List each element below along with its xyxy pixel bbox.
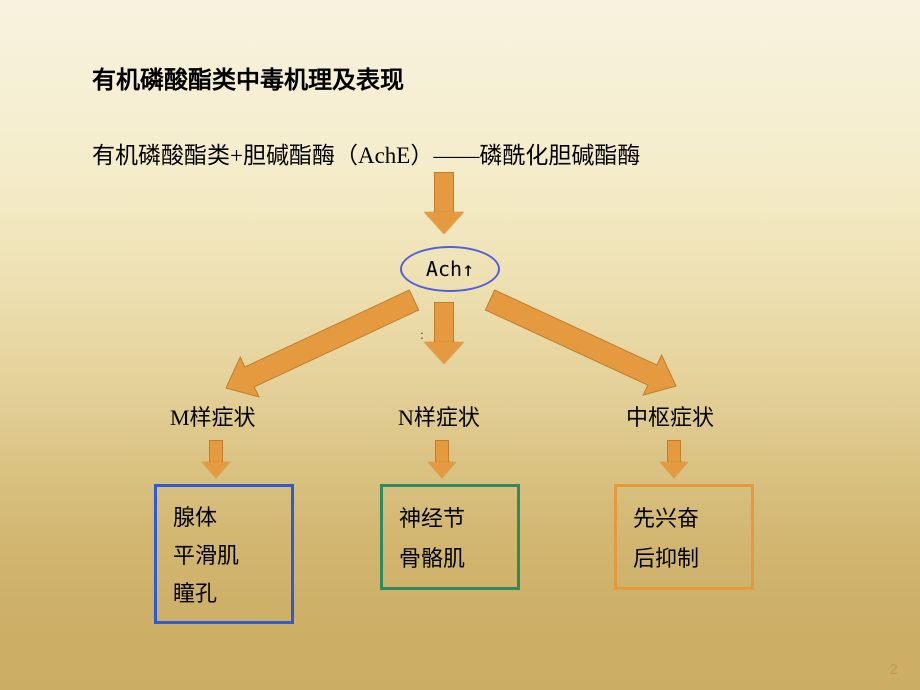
ach-label: Ach↑ (426, 257, 474, 281)
branch-n-label: N样症状 (398, 400, 480, 432)
box-c: 先兴奋后抑制 (614, 484, 754, 590)
arrow-reaction-to-ach (424, 172, 464, 234)
reaction-text: 有机磷酸酯类+胆碱酯酶（AchE）——磷酰化胆碱酯酶 (92, 136, 640, 170)
box-line: 腺体 (173, 500, 275, 532)
box-line: 平滑肌 (173, 538, 275, 570)
slide: 有机磷酸酯类中毒机理及表现 有机磷酸酯类+胆碱酯酶（AchE）——磷酰化胆碱酯酶… (0, 0, 920, 690)
box-m: 腺体平滑肌瞳孔 (154, 484, 294, 624)
arrow-n-to-box (428, 440, 456, 478)
box-line: 骨骼肌 (399, 541, 501, 573)
branch-c-label: 中枢症状 (626, 400, 714, 432)
colon-mark: : (420, 328, 424, 344)
arrow-ach-to-n (424, 302, 464, 364)
slide-title: 有机磷酸酯类中毒机理及表现 (92, 60, 404, 95)
box-line: 后抑制 (633, 541, 735, 573)
box-n: 神经节骨骼肌 (380, 484, 520, 590)
box-line: 神经节 (399, 501, 501, 533)
box-line: 先兴奋 (633, 501, 735, 533)
page-number: 2 (890, 661, 898, 678)
arrow-m-to-box (202, 440, 230, 478)
arrow-c-to-box (660, 440, 688, 478)
ach-node: Ach↑ (400, 246, 500, 292)
box-line: 瞳孔 (173, 576, 275, 608)
branch-m-label: M样症状 (170, 400, 256, 432)
